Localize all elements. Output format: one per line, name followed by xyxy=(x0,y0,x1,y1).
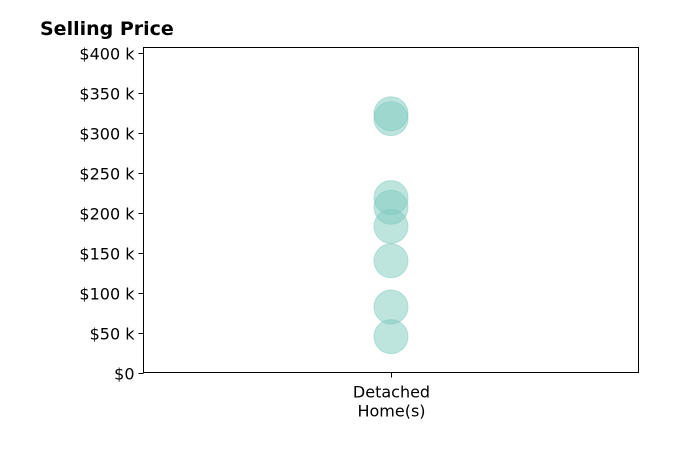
data-point[interactable] xyxy=(373,289,409,325)
data-point[interactable] xyxy=(373,319,409,355)
y-tick-label: $400 k xyxy=(79,45,135,64)
y-tick-label: $100 k xyxy=(79,285,135,304)
y-tick-label: $150 k xyxy=(79,245,135,264)
y-tick-label: $350 k xyxy=(79,85,135,104)
y-tick-label: $0 xyxy=(114,365,134,384)
y-tick-label: $200 k xyxy=(79,205,135,224)
data-point[interactable] xyxy=(373,96,409,132)
x-tick-label: Detached Home(s) xyxy=(353,383,430,421)
x-tick-label-line: Detached xyxy=(353,383,430,402)
y-tick-label: $250 k xyxy=(79,165,135,184)
x-axis: Detached Home(s) xyxy=(353,372,430,421)
data-point[interactable] xyxy=(373,243,409,279)
y-tick-label: $50 k xyxy=(90,325,136,344)
data-point[interactable] xyxy=(373,180,409,216)
chart-title: Selling Price xyxy=(40,18,174,40)
y-axis: $0 $50 k $100 k $150 k $200 k $250 k $300 k $35… xyxy=(79,45,144,384)
x-tick-label-line: Home(s) xyxy=(357,402,425,421)
y-tick-label: $300 k xyxy=(79,125,135,144)
data-points xyxy=(373,96,409,355)
